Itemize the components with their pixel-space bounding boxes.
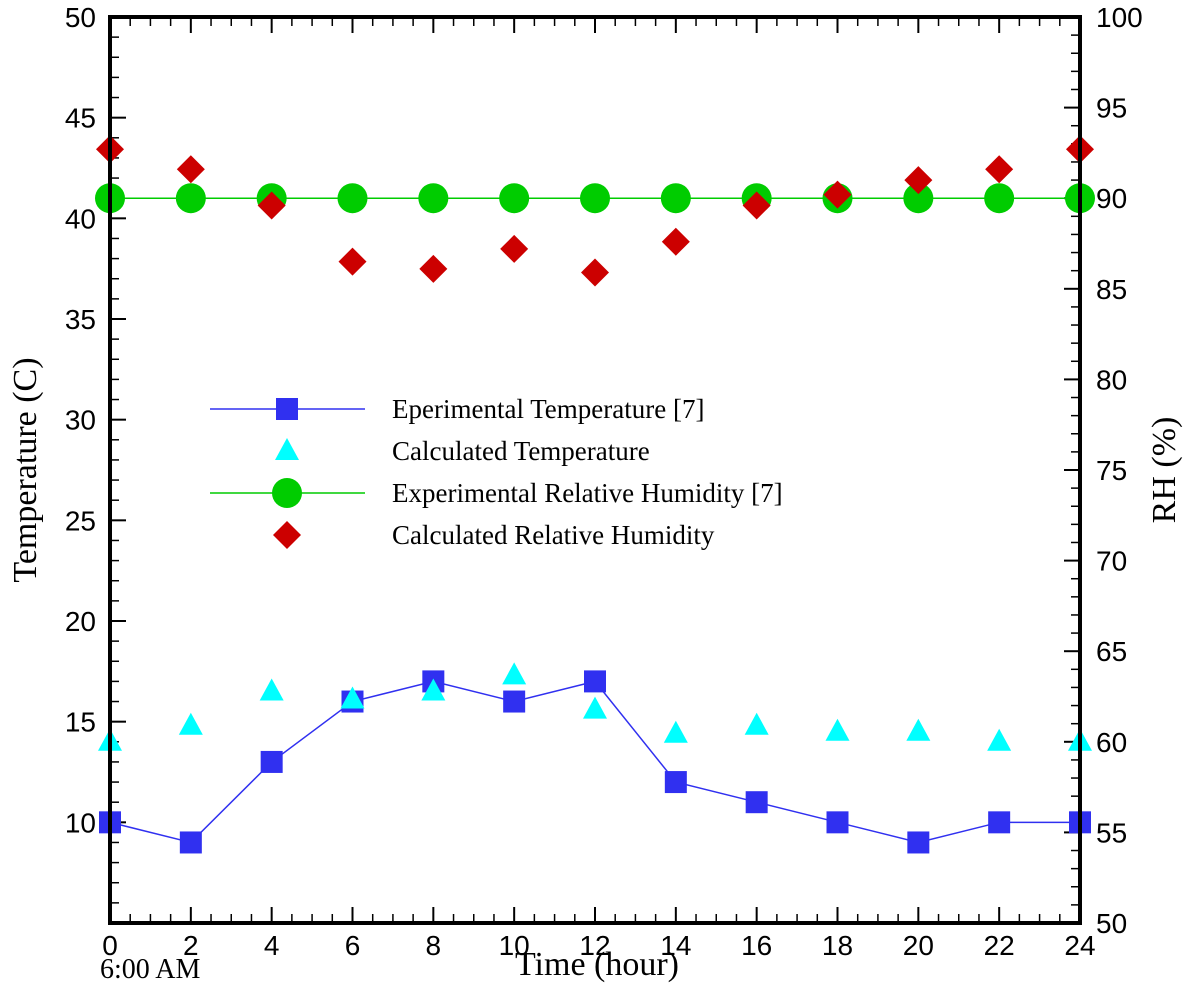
y-left-tick-label: 30 bbox=[65, 405, 96, 436]
y-right-tick-label: 95 bbox=[1096, 93, 1127, 124]
data-point bbox=[418, 183, 449, 214]
data-point bbox=[580, 183, 610, 214]
data-point bbox=[584, 670, 606, 693]
plot-frame bbox=[108, 15, 1082, 925]
y-right-tick-label: 65 bbox=[1096, 636, 1127, 667]
legend-label: Calculated Relative Humidity bbox=[392, 520, 715, 550]
data-point bbox=[499, 183, 530, 214]
data-point bbox=[421, 678, 446, 701]
data-point bbox=[583, 696, 607, 719]
data-point bbox=[663, 720, 688, 743]
legend-marker bbox=[276, 398, 298, 420]
data-point bbox=[178, 712, 203, 735]
data-point bbox=[581, 258, 609, 287]
legend-label: Experimental Relative Humidity [7] bbox=[392, 478, 783, 508]
legend: Eperimental Temperature [7] Calculated Te… bbox=[210, 394, 783, 550]
data-point bbox=[907, 831, 930, 854]
data-point bbox=[340, 686, 365, 709]
y-left-tick-label: 15 bbox=[65, 707, 96, 738]
x-tick-label: 22 bbox=[984, 930, 1015, 961]
data-point bbox=[338, 247, 367, 276]
axis-ticks bbox=[109, 16, 1081, 924]
x-tick-label: 10 bbox=[499, 930, 530, 961]
y-right-tick-label: 70 bbox=[1096, 546, 1127, 577]
x-tick-label: 20 bbox=[903, 930, 934, 961]
x-tick-label: 6 bbox=[345, 930, 361, 961]
data-point bbox=[175, 183, 206, 214]
legend-label: Eperimental Temperature [7] bbox=[392, 394, 704, 424]
x-tick-label: 4 bbox=[264, 930, 280, 961]
x-tick-label: 0 bbox=[102, 930, 118, 961]
x-tick-label: 24 bbox=[1064, 930, 1095, 961]
legend-marker bbox=[273, 521, 301, 549]
data-point bbox=[661, 227, 690, 256]
data-point bbox=[503, 690, 526, 713]
y-right-tick-label: 75 bbox=[1096, 455, 1127, 486]
y-right-tick-label: 80 bbox=[1096, 364, 1127, 395]
y-left-tick-label: 10 bbox=[65, 807, 96, 838]
y-right-tick-label: 85 bbox=[1096, 274, 1127, 305]
legend-entry: Experimental Relative Humidity [7] bbox=[210, 478, 783, 508]
y-right-tick-label: 50 bbox=[1096, 908, 1127, 939]
x-tick-label: 18 bbox=[822, 930, 853, 961]
data-point bbox=[988, 811, 1011, 834]
x-tick-label: 8 bbox=[426, 930, 442, 961]
legend-marker bbox=[275, 438, 299, 460]
data-point bbox=[502, 662, 527, 685]
data-point bbox=[260, 750, 283, 773]
data-point bbox=[987, 728, 1012, 751]
data-point bbox=[903, 183, 934, 214]
y-left-tick-label: 40 bbox=[65, 203, 96, 234]
data-point bbox=[742, 191, 771, 220]
x-tick-label: 16 bbox=[741, 930, 772, 961]
x-axis-title: Time (hour) bbox=[515, 946, 679, 983]
data-point bbox=[259, 678, 284, 701]
data-point bbox=[985, 155, 1014, 184]
data-point bbox=[984, 183, 1015, 214]
data-point bbox=[744, 712, 769, 735]
data-point bbox=[823, 180, 852, 209]
data-point bbox=[337, 183, 368, 214]
data-point bbox=[257, 191, 286, 220]
data-point bbox=[825, 718, 850, 741]
x-tick-label: 12 bbox=[579, 930, 610, 961]
start-time-annotation: 6:00 AM bbox=[100, 954, 200, 985]
x-tick-label: 2 bbox=[183, 930, 199, 961]
y-right-tick-label: 90 bbox=[1096, 183, 1127, 214]
data-point bbox=[664, 771, 687, 794]
y-right-tick-label: 55 bbox=[1096, 817, 1127, 848]
legend-entry: Calculated Temperature bbox=[275, 436, 650, 466]
axis-tick-labels: 0 2 4 6 8 10 12 14 16 18 20 22 241015202530354045505… bbox=[65, 2, 1143, 961]
x-tick-label: 14 bbox=[660, 930, 691, 961]
data-point bbox=[660, 183, 691, 214]
y-left-tick-label: 45 bbox=[65, 103, 96, 134]
data-point bbox=[826, 811, 849, 834]
series-circle bbox=[95, 183, 1095, 214]
y-axis-title-left: Temperature (C) bbox=[7, 357, 44, 582]
y-right-tick-label: 100 bbox=[1096, 2, 1143, 33]
data-point bbox=[906, 718, 931, 741]
data-point bbox=[904, 166, 933, 195]
data-point bbox=[419, 254, 448, 283]
series-square bbox=[99, 670, 1091, 854]
data-point bbox=[745, 791, 768, 814]
data-point bbox=[176, 155, 205, 184]
y-left-tick-label: 35 bbox=[65, 304, 96, 335]
legend-label: Calculated Temperature bbox=[392, 436, 650, 466]
legend-entry: Eperimental Temperature [7] bbox=[210, 394, 704, 424]
data-point bbox=[500, 234, 529, 263]
y-axis-title-right: RH (%) bbox=[1146, 417, 1183, 524]
legend-entry: Calculated Relative Humidity bbox=[273, 520, 715, 550]
data-point bbox=[179, 831, 202, 854]
y-left-tick-label: 25 bbox=[65, 505, 96, 536]
y-right-tick-label: 60 bbox=[1096, 727, 1127, 758]
legend-marker bbox=[272, 478, 302, 508]
y-left-tick-label: 50 bbox=[65, 2, 96, 33]
y-left-tick-label: 20 bbox=[65, 606, 96, 637]
